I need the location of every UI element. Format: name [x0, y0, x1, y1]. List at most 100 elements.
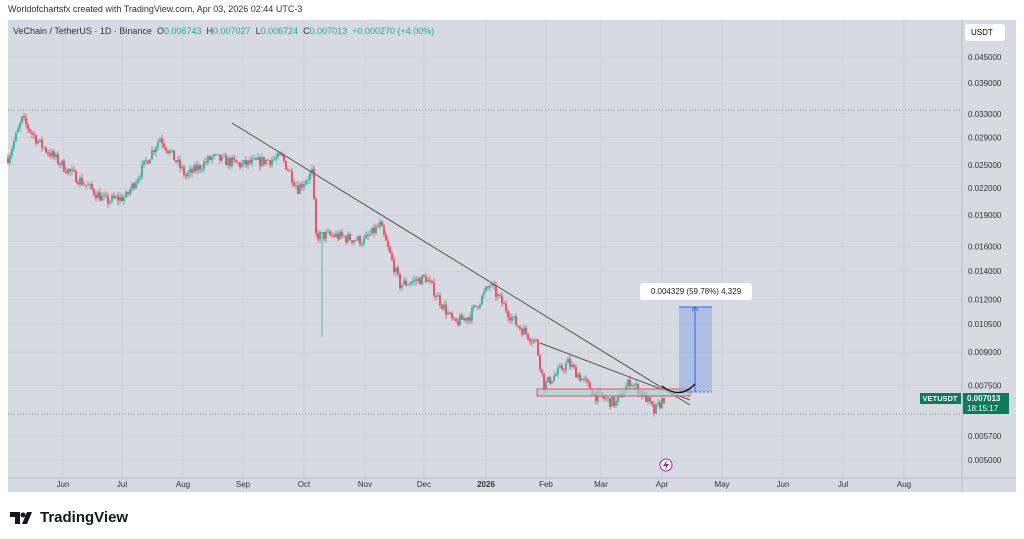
candle-body — [375, 226, 377, 234]
candle-body — [589, 382, 591, 390]
candle-body — [363, 238, 365, 244]
candle-body — [189, 169, 191, 173]
low-value: 0.006724 — [260, 26, 299, 36]
candle-body — [141, 164, 143, 178]
candle-body — [421, 275, 423, 285]
candle-body — [79, 177, 81, 185]
candle-body — [205, 161, 207, 163]
candle-body — [41, 139, 43, 148]
tradingview-logo: TradingView — [10, 509, 128, 526]
candle-body — [53, 151, 55, 158]
candle-body — [571, 364, 573, 367]
candle-body — [449, 312, 451, 314]
candle-body — [579, 374, 581, 381]
candle-body — [327, 231, 329, 233]
candle-body — [85, 184, 87, 186]
candle-body — [299, 184, 301, 194]
time-tick-label: Oct — [298, 480, 311, 489]
candle-body — [409, 283, 411, 285]
candle-body — [583, 378, 585, 380]
candle-body — [511, 317, 513, 321]
candle-body — [183, 166, 185, 175]
open-value: 0.006743 — [163, 26, 202, 36]
candle-body — [499, 294, 501, 296]
time-tick-label: Nov — [358, 480, 372, 489]
candle-body — [119, 196, 121, 201]
candle-body — [559, 365, 561, 368]
candle-body — [541, 369, 543, 374]
candle-body — [89, 183, 91, 186]
currency-button[interactable]: USDT — [965, 24, 1005, 41]
last-price: 0.007013 — [967, 394, 1001, 403]
candle-body — [483, 291, 485, 296]
candle-body — [331, 234, 333, 236]
candle-body — [293, 182, 295, 186]
candle-body — [179, 159, 181, 168]
bar-countdown: 18:15:17 — [967, 404, 999, 413]
candle-body — [217, 154, 219, 156]
candle-body — [479, 304, 481, 308]
candle-body — [503, 303, 505, 305]
candle-body — [359, 236, 361, 245]
candle-body — [335, 233, 337, 237]
candle-body — [657, 402, 659, 405]
price-tick-label: 0.005000 — [968, 456, 1002, 465]
candle-body — [501, 295, 503, 304]
candle-body — [137, 178, 139, 183]
candle-body — [495, 285, 497, 297]
chart-pane[interactable] — [8, 20, 1016, 492]
candle-body — [309, 172, 311, 180]
candle-body — [39, 139, 41, 142]
candle-body — [567, 358, 569, 364]
symbol-title: VeChain / TetherUS · 1D · Binance — [13, 26, 152, 36]
candle-body — [393, 259, 395, 273]
candle-body — [655, 404, 657, 414]
candle-body — [461, 315, 463, 320]
time-tick-label: Dec — [417, 480, 431, 489]
candle-body — [109, 201, 111, 204]
candle-body — [29, 129, 31, 133]
candle-body — [369, 234, 371, 236]
candle-body — [303, 184, 305, 188]
candle-body — [209, 156, 211, 160]
candle-body — [441, 305, 443, 309]
candle-body — [103, 195, 105, 197]
candle-body — [617, 396, 619, 402]
candle-body — [275, 157, 277, 159]
price-tick-label: 0.045000 — [968, 53, 1002, 62]
candle-body — [465, 318, 467, 321]
candle-body — [121, 196, 123, 201]
candle-body — [469, 317, 471, 321]
candle-body — [43, 147, 45, 149]
candle-body — [111, 195, 113, 202]
candle-body — [125, 191, 127, 198]
time-tick-label: Mar — [594, 480, 608, 489]
candle-body — [649, 397, 651, 402]
candle-body — [159, 138, 161, 142]
candle-body — [513, 316, 515, 318]
candle-body — [475, 305, 477, 307]
candle-body — [71, 169, 73, 172]
candle-body — [351, 240, 353, 243]
candle-body — [105, 195, 107, 197]
candle-body — [129, 189, 131, 194]
candle-body — [45, 147, 47, 153]
candle-body — [133, 183, 135, 189]
candle-body — [401, 284, 403, 289]
candle-body — [383, 226, 385, 235]
candle-body — [265, 159, 267, 165]
candle-body — [339, 231, 341, 239]
candle-body — [575, 366, 577, 378]
candle-body — [147, 160, 149, 164]
candle-body — [233, 157, 235, 160]
candle-body — [547, 377, 549, 382]
close-value: 0.007013 — [309, 26, 348, 36]
symbol-legend: VeChain / TetherUS · 1D · Binance O0.006… — [13, 26, 435, 36]
candle-body — [445, 304, 447, 315]
candle-body — [187, 172, 189, 177]
candle-body — [175, 160, 177, 163]
candle-body — [295, 185, 297, 187]
projection-curve — [661, 383, 696, 394]
candle-body — [645, 392, 647, 402]
